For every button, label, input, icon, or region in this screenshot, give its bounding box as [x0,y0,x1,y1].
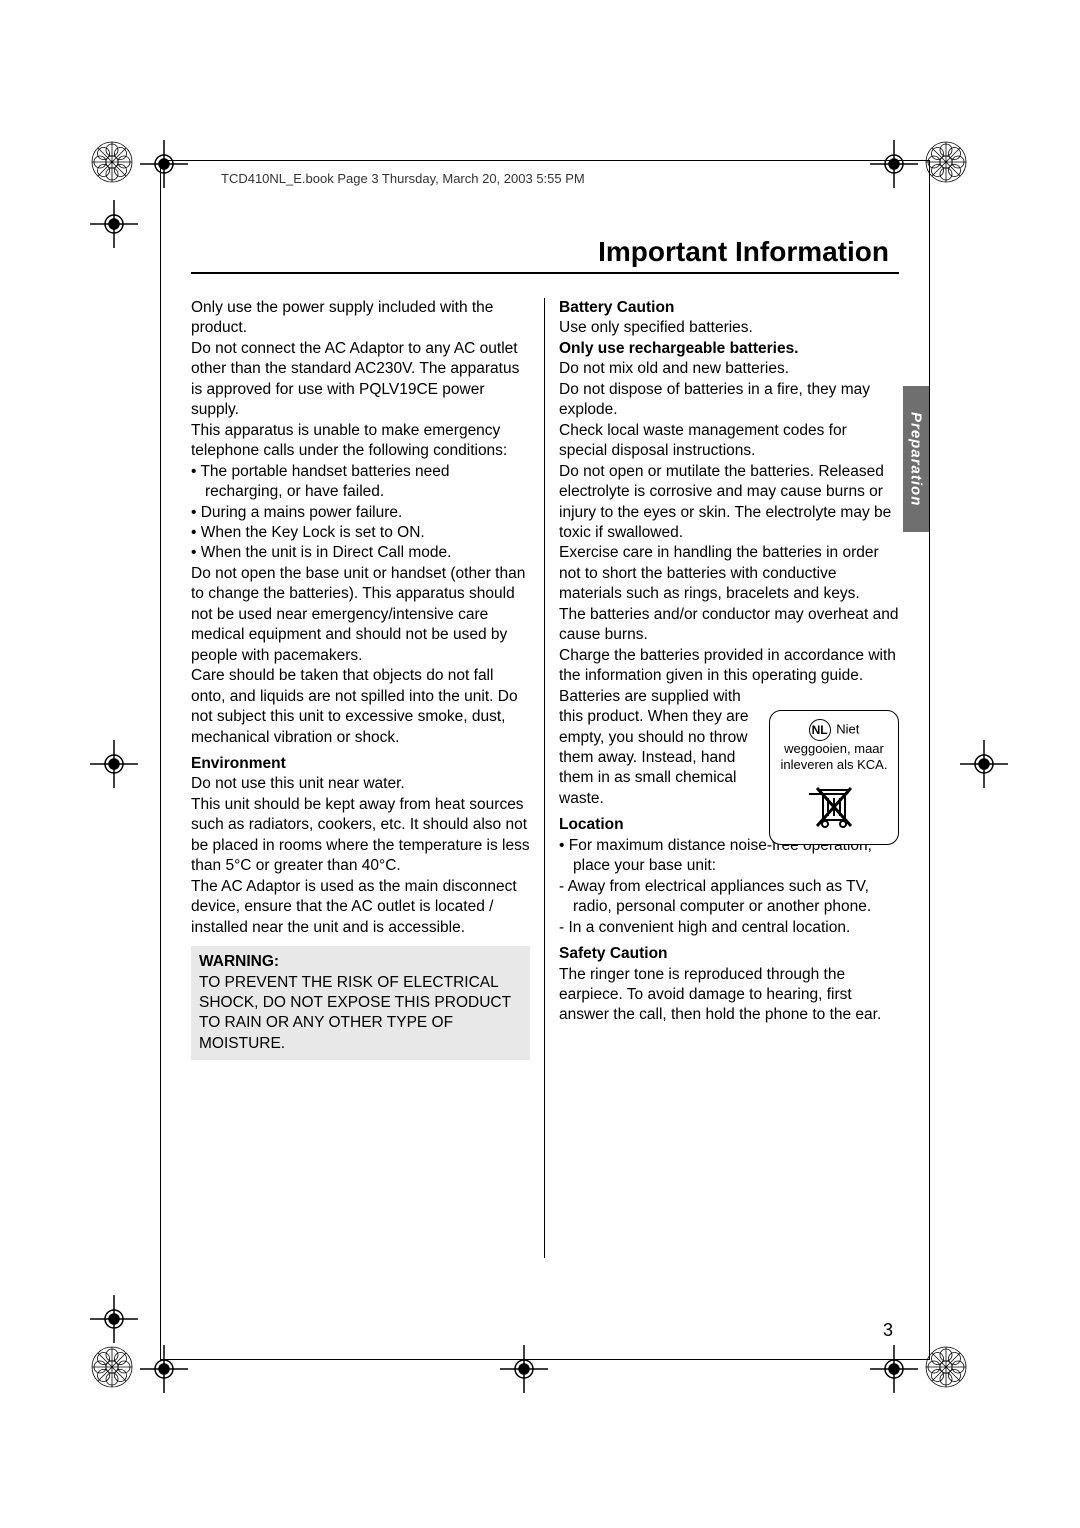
body-text: Do not open or mutilate the batteries. R… [559,462,899,544]
body-text: This apparatus is unable to make emergen… [191,421,530,462]
title-rule [191,272,899,274]
body-text: Exercise care in handling the batteries … [559,543,899,604]
bullet-list: The portable handset batteries need rech… [191,462,530,564]
battery-disposal-block: Batteries are supplied with this product… [559,687,899,810]
content-columns: Only use the power supply included with … [191,298,899,1258]
list-item: Away from electrical appliances such as … [573,877,899,918]
list-item: When the Key Lock is set to ON. [205,523,530,543]
nl-badge-icon: NL [809,719,831,741]
right-column: Battery Caution Use only specified batte… [545,298,899,1258]
list-item: The portable handset batteries need rech… [205,462,530,503]
section-heading-environment: Environment [191,754,530,774]
print-rosette-icon [90,140,134,184]
body-text-bold: Only use rechargeable batteries. [559,339,899,359]
list-item: During a mains power failure. [205,503,530,523]
print-rosette-icon [924,1345,968,1389]
dash-list: Away from electrical appliances such as … [559,877,899,938]
page-header-line: TCD410NL_E.book Page 3 Thursday, March 2… [191,171,899,186]
body-text: The AC Adaptor is used as the main disco… [191,877,530,938]
list-item: In a convenient high and central locatio… [573,918,899,938]
print-crosshair-icon [90,740,138,788]
body-text: Do not mix old and new batteries. [559,359,899,379]
warning-label: WARNING: [199,953,279,970]
section-heading-safety: Safety Caution [559,944,899,964]
body-text: Use only specified batteries. [559,318,899,338]
page-title: Important Information [191,236,899,268]
body-text: Batteries are supplied with this product… [559,687,749,810]
print-crosshair-icon [90,200,138,248]
warning-box: WARNING: TO PREVENT THE RISK OF ELECTRIC… [191,946,530,1060]
page-number: 3 [883,1320,893,1341]
body-text: Charge the batteries provided in accorda… [559,646,899,687]
left-column: Only use the power supply included with … [191,298,545,1258]
crossed-bin-icon [776,780,892,834]
body-text: Do not dispose of batteries in a fire, t… [559,380,899,421]
print-crosshair-icon [960,740,1008,788]
body-text: Do not open the base unit or handset (ot… [191,564,530,666]
print-rosette-icon [924,140,968,184]
body-text: The ringer tone is reproduced through th… [559,965,899,1026]
body-text: Only use the power supply included with … [191,298,530,339]
recycling-callout: NL Niet weggooien, maar inleveren als KC… [769,710,899,845]
body-text: Check local waste management codes for s… [559,421,899,462]
print-crosshair-icon [90,1295,138,1343]
callout-text: Niet weggooien, maar inleveren als KCA. [781,721,888,772]
body-text: Do not use this unit near water. [191,774,530,794]
list-item: When the unit is in Direct Call mode. [205,543,530,563]
warning-text: TO PREVENT THE RISK OF ELECTRICAL SHOCK,… [199,974,511,1052]
body-text: This unit should be kept away from heat … [191,795,530,877]
print-rosette-icon [90,1345,134,1389]
body-text: Do not connect the AC Adaptor to any AC … [191,339,530,421]
section-tab-preparation: Preparation [903,386,929,532]
body-text: Care should be taken that objects do not… [191,666,530,748]
section-heading-battery: Battery Caution [559,298,899,318]
body-text: The batteries and/or conductor may overh… [559,605,899,646]
page-frame: TCD410NL_E.book Page 3 Thursday, March 2… [160,160,930,1360]
